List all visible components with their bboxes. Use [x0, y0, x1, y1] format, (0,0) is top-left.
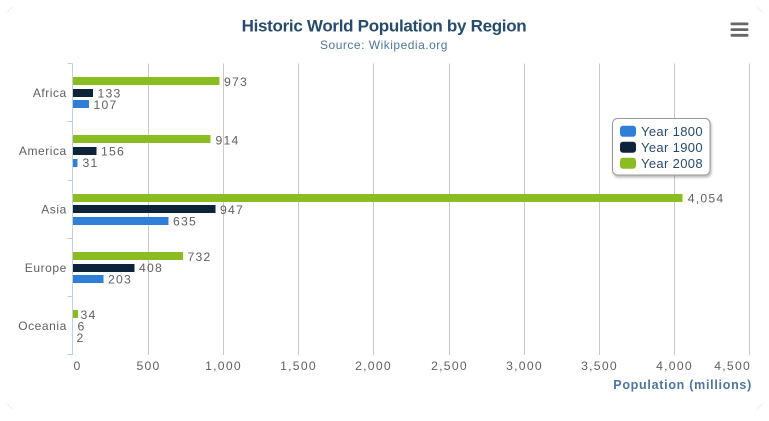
svg-text:408: 408 — [139, 261, 163, 275]
svg-text:156: 156 — [101, 145, 125, 159]
svg-text:1,000: 1,000 — [205, 359, 242, 373]
svg-text:107: 107 — [94, 98, 118, 112]
svg-text:4,500: 4,500 — [714, 359, 751, 373]
svg-text:Europe: Europe — [25, 261, 67, 275]
svg-text:133: 133 — [98, 86, 122, 100]
svg-text:Population (millions): Population (millions) — [613, 378, 752, 392]
svg-text:2,500: 2,500 — [431, 359, 468, 373]
svg-text:Oceania: Oceania — [18, 319, 67, 333]
svg-text:635: 635 — [173, 214, 197, 228]
svg-text:34: 34 — [81, 308, 97, 322]
svg-text:0: 0 — [74, 359, 82, 373]
svg-text:Africa: Africa — [33, 86, 67, 100]
svg-text:500: 500 — [136, 359, 160, 373]
svg-text:1,500: 1,500 — [280, 359, 317, 373]
svg-text:2,000: 2,000 — [355, 359, 392, 373]
svg-text:732: 732 — [188, 250, 212, 264]
svg-text:3,500: 3,500 — [581, 359, 618, 373]
svg-text:914: 914 — [216, 133, 240, 147]
svg-text:4,054: 4,054 — [688, 191, 725, 205]
svg-text:America: America — [19, 144, 67, 158]
svg-text:2: 2 — [77, 331, 85, 345]
svg-text:Source: Wikipedia.org: Source: Wikipedia.org — [320, 38, 448, 52]
svg-text:Historic World Population by R: Historic World Population by Region — [242, 17, 527, 36]
svg-text:6: 6 — [78, 320, 86, 334]
svg-text:973: 973 — [224, 75, 248, 89]
svg-text:203: 203 — [108, 273, 132, 287]
svg-text:31: 31 — [83, 156, 99, 170]
svg-text:947: 947 — [220, 203, 244, 217]
svg-text:Asia: Asia — [41, 203, 67, 217]
svg-text:Year 1900: Year 1900 — [641, 140, 703, 155]
svg-text:4,000: 4,000 — [656, 359, 693, 373]
svg-text:3,000: 3,000 — [506, 359, 543, 373]
svg-text:Year 2008: Year 2008 — [641, 156, 703, 171]
svg-text:Year 1800: Year 1800 — [641, 124, 703, 139]
